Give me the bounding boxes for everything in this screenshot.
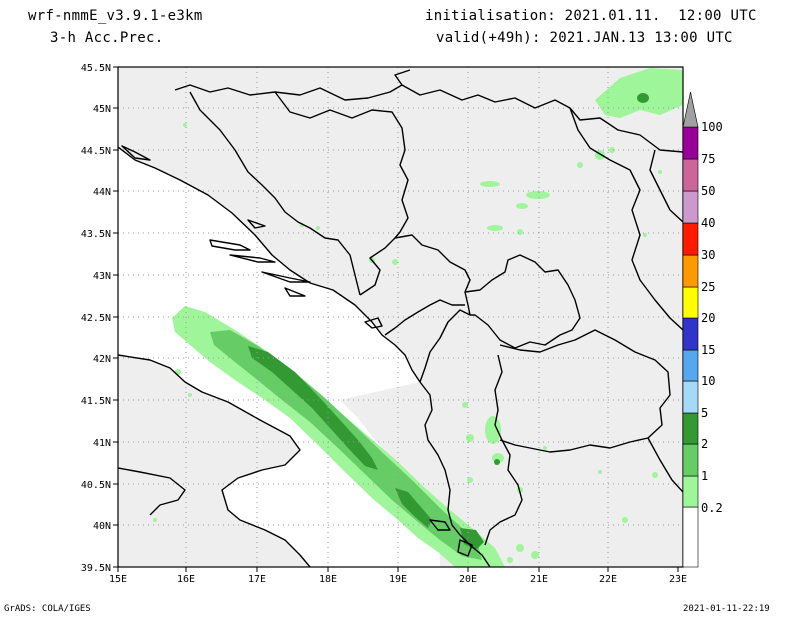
colorbar-label: 15 (701, 343, 715, 357)
lat-label: 40.5N (81, 480, 111, 491)
lat-label: 41N (93, 438, 111, 449)
colorbar-swatch (682, 349, 699, 382)
country-borders (174, 69, 683, 546)
precip-scatter-2 (494, 93, 649, 465)
colorbar-swatch (682, 158, 699, 192)
colorbar-label: 75 (701, 152, 715, 166)
colorbar: 0.2 1 2 5 10 15 20 25 30 40 50 75 100 (682, 91, 723, 568)
render-date: 2021-01-11-22:19 (683, 604, 770, 614)
lon-label: 18E (319, 574, 337, 585)
colorbar-label: 20 (701, 311, 715, 325)
lon-label: 17E (248, 574, 266, 585)
colorbar-label: 5 (701, 406, 708, 420)
colorbar-label: 10 (701, 374, 715, 388)
lon-label: 20E (459, 574, 477, 585)
initialisation-time: initialisation: 2021.01.11. 12:00 UTC (425, 8, 757, 24)
precip-cell-2 (460, 528, 484, 550)
precip-band-2 (248, 346, 378, 470)
precip-scatter (153, 68, 683, 563)
colorbar-label: 40 (701, 216, 715, 230)
coastlines (118, 145, 491, 567)
model-title: wrf-nmmE_v3.9.1-e3km (28, 8, 203, 24)
colorbar-swatch (682, 126, 699, 160)
colorbar-max-arrow (682, 91, 699, 128)
lat-label: 42N (93, 354, 111, 365)
colorbar-label: 100 (701, 120, 723, 134)
lat-label: 43N (93, 271, 111, 282)
lat-label: 45N (93, 104, 111, 115)
lat-label: 42.5N (81, 313, 111, 324)
lat-label: 44N (93, 187, 111, 198)
lon-label: 21E (530, 574, 548, 585)
colorbar-swatch (682, 254, 699, 288)
colorbar-swatch (682, 412, 699, 445)
valid-time: valid(+49h): 2021.JAN.13 13:00 UTC (436, 30, 733, 46)
graticule (118, 67, 683, 567)
colorbar-swatch (682, 475, 699, 508)
lat-label: 41.5N (81, 396, 111, 407)
lon-label: 23E (669, 574, 687, 585)
colorbar-label: 50 (701, 184, 715, 198)
lat-label: 45.5N (81, 63, 111, 74)
latitude-labels: 45.5N 45N 44.5N 44N 43.5N 43N 42.5N 42N … (81, 63, 111, 574)
lon-label: 19E (389, 574, 407, 585)
colorbar-label: 0.2 (701, 501, 723, 515)
colorbar-swatch (682, 286, 699, 319)
longitude-labels: 15E 16E 17E 18E 19E 20E 21E 22E 23E (109, 574, 687, 585)
colorbar-swatch (682, 380, 699, 414)
colorbar-swatch (682, 222, 699, 256)
lon-label: 15E (109, 574, 127, 585)
lat-label: 40N (93, 521, 111, 532)
colorbar-swatch (682, 443, 699, 477)
lat-label: 39.5N (81, 563, 111, 574)
grads-credit: GrADS: COLA/IGES (4, 604, 91, 614)
precip-cell-2 (395, 488, 432, 528)
lat-label: 44.5N (81, 146, 111, 157)
colorbar-label: 2 (701, 437, 708, 451)
map-area (118, 67, 683, 567)
axis-ticks (113, 66, 679, 572)
lon-label: 22E (599, 574, 617, 585)
lat-label: 43.5N (81, 229, 111, 240)
lon-label: 16E (177, 574, 195, 585)
colorbar-label: 1 (701, 469, 708, 483)
italy-land (118, 355, 310, 567)
colorbar-label: 25 (701, 280, 715, 294)
field-title: 3-h Acc.Prec. (50, 30, 164, 46)
colorbar-swatch (682, 190, 699, 224)
colorbar-swatch (682, 317, 699, 351)
colorbar-label: 30 (701, 248, 715, 262)
colorbar-below-min (682, 506, 699, 568)
